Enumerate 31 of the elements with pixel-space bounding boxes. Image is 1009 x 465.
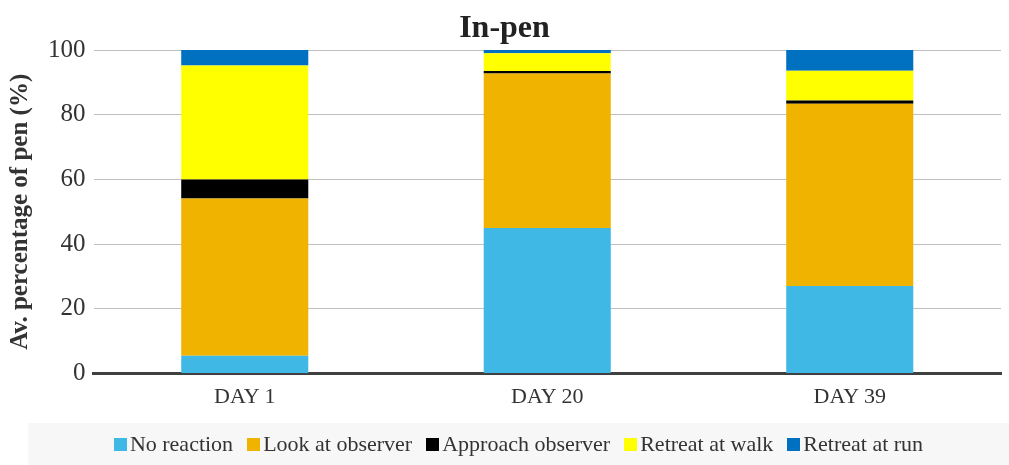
legend-label: Look at observer [263,431,413,457]
y-tick-label: 40 [60,228,86,256]
legend-label: Approach observer [442,431,611,457]
bar [181,198,309,356]
y-tick-label: 0 [73,358,86,386]
bar [786,50,914,71]
bar [786,285,914,374]
legend-label: Retreat at walk [640,431,774,457]
legend-label: Retreat at run [803,431,924,457]
y-tick-label: 20 [60,293,86,321]
bar [786,103,914,286]
y-tick-label: 60 [60,164,86,191]
y-tick-label: 100 [48,34,86,62]
bar [181,50,309,66]
y-axis-title: Av. percentage of pen (%) [5,73,34,350]
x-tick-label: DAY 39 [813,382,886,408]
legend-label: No reaction [129,431,234,457]
chart-title: In-pen [459,8,550,44]
x-tick-label: DAY 1 [214,382,276,408]
bar [786,100,914,104]
x-tick-label: DAY 20 [511,382,584,408]
bar [181,355,309,374]
bar [483,71,611,74]
bar [483,53,611,72]
bar [786,70,914,101]
y-tick-label: 80 [60,99,86,127]
bar [181,179,309,199]
bar [483,50,611,54]
bar [181,65,309,180]
bar [483,227,611,374]
bar [483,73,611,228]
